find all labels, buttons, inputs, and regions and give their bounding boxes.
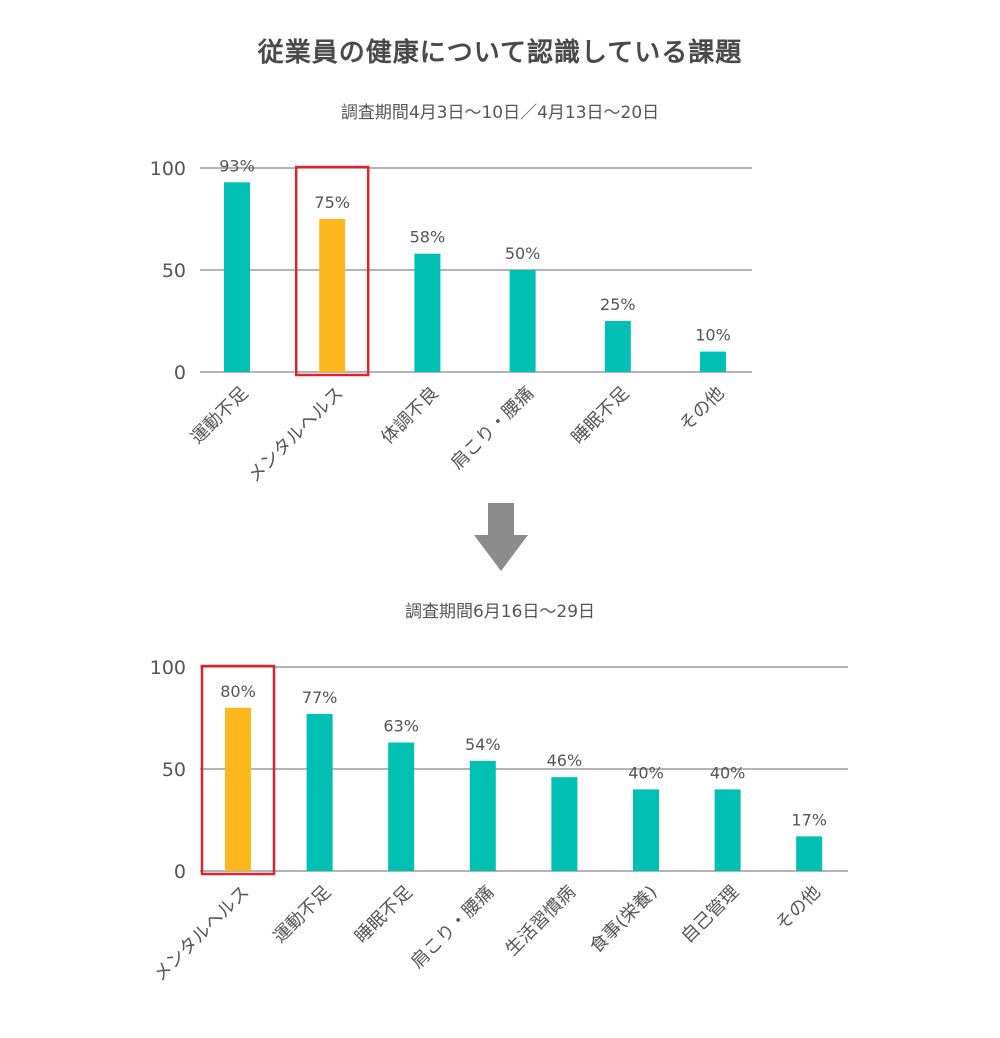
x-tick-label: メンタルヘルス bbox=[150, 882, 254, 986]
data-label: 40% bbox=[628, 763, 664, 782]
y-tick-label: 0 bbox=[174, 362, 186, 384]
x-tick-label: 生活習慣病 bbox=[501, 882, 579, 960]
data-label: 63% bbox=[383, 716, 419, 735]
x-tick-label: その他 bbox=[772, 882, 825, 935]
data-label: 17% bbox=[791, 810, 827, 829]
y-tick-label: 100 bbox=[150, 657, 186, 679]
bar bbox=[714, 789, 741, 871]
data-label: 10% bbox=[695, 326, 731, 345]
y-tick-label: 50 bbox=[162, 759, 186, 781]
data-label: 80% bbox=[220, 682, 256, 701]
bar bbox=[469, 760, 496, 871]
highlight-box bbox=[294, 165, 370, 377]
bar bbox=[700, 351, 726, 372]
data-label: 93% bbox=[219, 156, 255, 175]
y-tick-label: 100 bbox=[150, 158, 186, 180]
bar bbox=[509, 270, 536, 372]
x-tick-label: 運動不足 bbox=[269, 882, 335, 948]
x-tick-label: 睡眠不足 bbox=[351, 882, 417, 948]
bar bbox=[604, 321, 631, 372]
data-label: 46% bbox=[547, 751, 583, 770]
chart-subtitle: 調査期間6月16日〜29日 bbox=[405, 602, 595, 622]
data-label: 58% bbox=[410, 228, 446, 247]
bar bbox=[306, 713, 333, 871]
y-tick-label: 0 bbox=[174, 861, 186, 883]
data-label: 77% bbox=[302, 688, 338, 707]
bar bbox=[796, 836, 823, 871]
bar bbox=[224, 182, 250, 372]
bar bbox=[414, 253, 441, 372]
data-label: 50% bbox=[505, 244, 541, 263]
highlight-box bbox=[200, 664, 276, 876]
x-tick-label: 食事(栄養) bbox=[586, 882, 662, 958]
data-label: 40% bbox=[710, 763, 746, 782]
data-label: 54% bbox=[465, 735, 501, 754]
data-label: 25% bbox=[600, 295, 636, 314]
bar bbox=[633, 789, 659, 871]
bar bbox=[388, 742, 415, 871]
bar bbox=[551, 777, 578, 871]
page-title: 従業員の健康について認識している課題 bbox=[257, 38, 743, 68]
x-tick-label: 肩こり・腰痛 bbox=[407, 882, 498, 973]
x-tick-label: 自己管理 bbox=[677, 882, 743, 948]
bar bbox=[225, 707, 251, 871]
y-tick-label: 50 bbox=[162, 260, 186, 282]
bar bbox=[319, 219, 346, 372]
data-label: 75% bbox=[314, 193, 350, 212]
chart-subtitle: 調査期間4月3日〜10日／4月13日〜20日 bbox=[341, 103, 659, 123]
arrow-down-icon bbox=[474, 503, 528, 571]
